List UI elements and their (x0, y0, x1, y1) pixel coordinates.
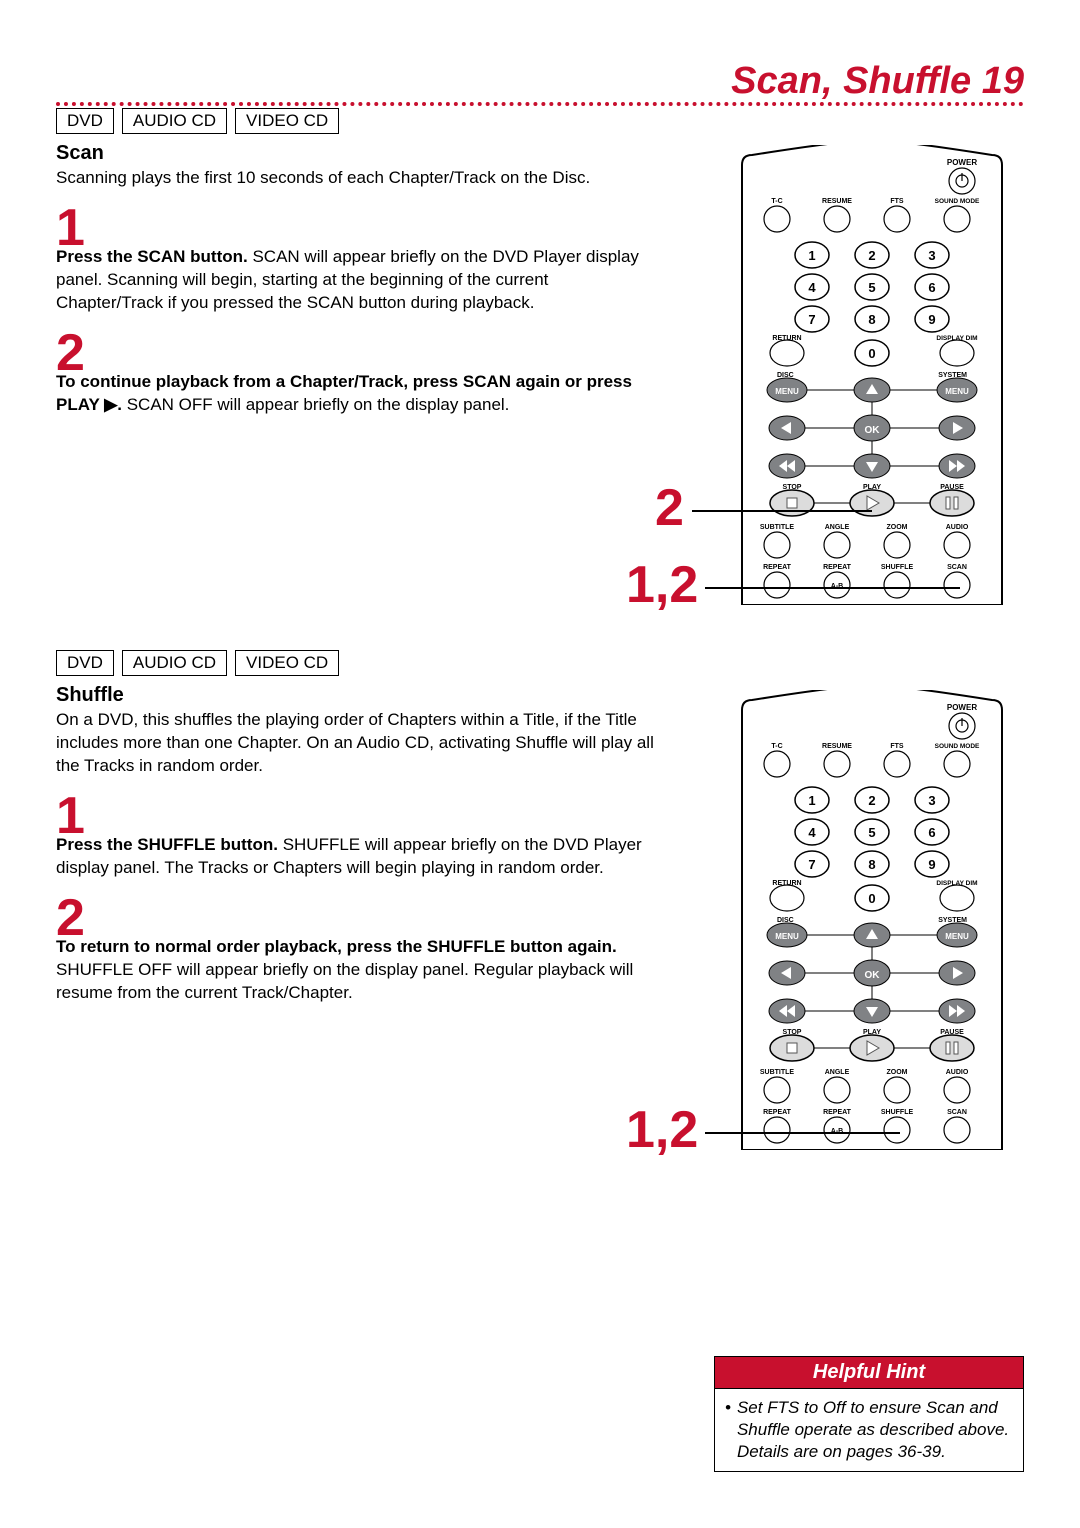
scan-heading: Scan (56, 142, 656, 165)
hint-body: • Set FTS to Off to ensure Scan and Shuf… (714, 1388, 1024, 1472)
badge-video-cd: VIDEO CD (235, 650, 339, 676)
shuffle-section: DVD AUDIO CD VIDEO CD Shuffle On a DVD, … (56, 650, 656, 1005)
badge-video-cd: VIDEO CD (235, 108, 339, 134)
page-title: Scan, Shuffle 19 (731, 60, 1024, 103)
step-number: 2 (56, 896, 656, 940)
shuffle-heading: Shuffle (56, 684, 656, 707)
step-number: 1 (56, 206, 656, 250)
step-number: 1 (56, 794, 656, 838)
hint-text: Set FTS to Off to ensure Scan and Shuffl… (737, 1397, 1013, 1463)
scan-intro: Scanning plays the first 10 seconds of e… (56, 167, 656, 190)
step-text: To return to normal order playback, pres… (56, 937, 633, 1002)
header-divider (56, 102, 1024, 106)
badge-audio-cd: AUDIO CD (122, 650, 227, 676)
remote-diagram-scan: POWER T-C RESUME FTS SOUND MODE 1 2 3 (732, 145, 1012, 605)
helpful-hint-box: Helpful Hint • Set FTS to Off to ensure … (714, 1356, 1024, 1472)
step-rest: SHUFFLE OFF will appear briefly on the d… (56, 960, 633, 1002)
step-rest: SCAN OFF will appear briefly on the disp… (122, 395, 509, 414)
callout-line (705, 1132, 900, 1134)
step-text: To continue playback from a Chapter/Trac… (56, 372, 632, 414)
callout-line (692, 510, 872, 512)
shuffle-step-2: 2 To return to normal order playback, pr… (56, 896, 656, 1005)
scan-step-1: 1 Press the SCAN button. SCAN will appea… (56, 206, 656, 315)
callout-shuffle-button: 1,2 (626, 1100, 698, 1160)
callout-scan-button: 1,2 (626, 555, 698, 615)
badge-dvd: DVD (56, 108, 114, 134)
page-title-text: Scan, Shuffle (731, 60, 971, 102)
step-text: Press the SHUFFLE button. SHUFFLE will a… (56, 835, 642, 877)
shuffle-step-1: 1 Press the SHUFFLE button. SHUFFLE will… (56, 794, 656, 880)
disc-badges-scan: DVD AUDIO CD VIDEO CD (56, 108, 656, 134)
remote-diagram-shuffle (732, 690, 1012, 1150)
step-text: Press the SCAN button. SCAN will appear … (56, 247, 639, 312)
step-number: 2 (56, 331, 656, 375)
bullet-icon: • (725, 1397, 731, 1463)
badge-dvd: DVD (56, 650, 114, 676)
callout-scan-play: 2 (655, 478, 684, 538)
step-bold: To return to normal order playback, pres… (56, 937, 617, 956)
step-bold: Press the SHUFFLE button. (56, 835, 278, 854)
shuffle-intro: On a DVD, this shuffles the playing orde… (56, 709, 656, 778)
badge-audio-cd: AUDIO CD (122, 108, 227, 134)
callout-line (705, 587, 960, 589)
scan-step-2: 2 To continue playback from a Chapter/Tr… (56, 331, 656, 417)
page-number: 19 (982, 60, 1024, 102)
scan-section: DVD AUDIO CD VIDEO CD Scan Scanning play… (56, 108, 656, 417)
step-bold: Press the SCAN button. (56, 247, 248, 266)
hint-title: Helpful Hint (714, 1356, 1024, 1388)
disc-badges-shuffle: DVD AUDIO CD VIDEO CD (56, 650, 656, 676)
